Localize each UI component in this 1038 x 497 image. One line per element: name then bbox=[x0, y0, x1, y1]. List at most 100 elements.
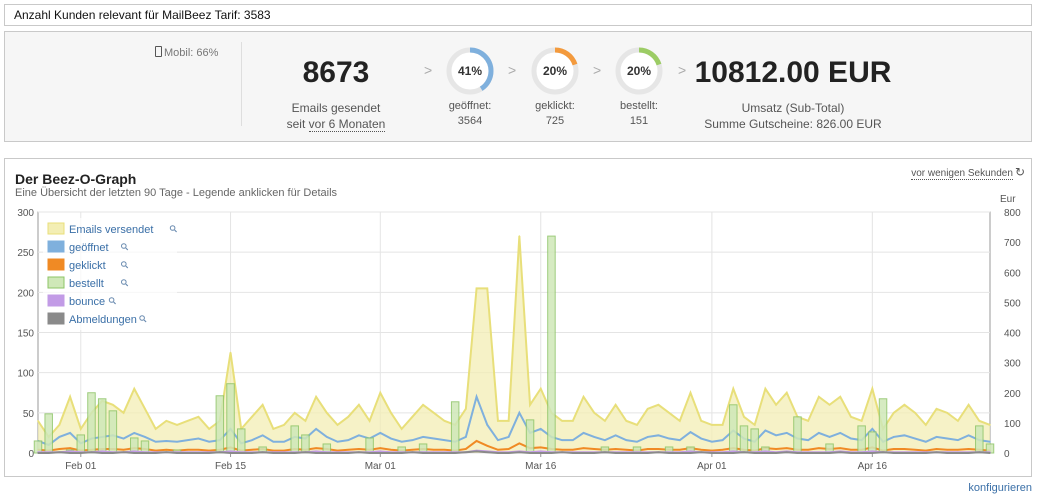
data-point bbox=[732, 452, 735, 454]
data-point bbox=[411, 451, 414, 453]
legend-item[interactable]: Abmeldungen bbox=[69, 314, 137, 326]
configure-link[interactable]: konfigurieren bbox=[968, 482, 1032, 494]
data-point bbox=[721, 448, 724, 451]
data-point bbox=[561, 451, 563, 453]
legend-item[interactable]: bestellt bbox=[69, 278, 104, 290]
legend-item[interactable]: geklickt bbox=[69, 260, 106, 272]
refresh-control[interactable]: vor wenigen Sekunden ↻ bbox=[911, 165, 1025, 180]
bar bbox=[547, 235, 556, 454]
data-point bbox=[475, 395, 478, 398]
data-point bbox=[646, 452, 649, 454]
y-left-tick-label: 100 bbox=[17, 369, 34, 380]
data-point bbox=[432, 412, 435, 414]
data-point bbox=[122, 451, 125, 453]
data-point bbox=[871, 452, 874, 454]
y-right-tick-label: 500 bbox=[1004, 298, 1021, 309]
data-point bbox=[957, 439, 959, 441]
since-link[interactable]: vor 6 Monaten bbox=[308, 117, 386, 132]
legend-item[interactable]: geöffnet bbox=[69, 242, 109, 254]
data-point bbox=[165, 440, 168, 442]
data-point bbox=[379, 432, 382, 434]
data-point bbox=[678, 452, 681, 454]
phone-icon bbox=[155, 46, 162, 57]
x-tick-label: Mar 16 bbox=[525, 461, 557, 472]
data-point bbox=[358, 404, 360, 406]
data-point bbox=[818, 432, 820, 434]
ordered-label: bestellt: 151 bbox=[594, 99, 684, 129]
data-point bbox=[925, 452, 927, 454]
data-point bbox=[561, 439, 563, 441]
bar bbox=[44, 413, 53, 454]
series-line bbox=[37, 236, 991, 439]
revenue-label-line1: Umsatz (Sub-Total) bbox=[741, 101, 845, 115]
data-point bbox=[882, 451, 884, 453]
refresh-label[interactable]: vor wenigen Sekunden bbox=[911, 168, 1013, 180]
y-right-tick-label: 200 bbox=[1004, 389, 1021, 400]
data-point bbox=[807, 452, 809, 454]
data-point bbox=[657, 448, 660, 450]
data-point bbox=[561, 448, 563, 451]
data-point bbox=[326, 436, 328, 438]
data-point bbox=[58, 451, 61, 453]
y-right-tick-label: 400 bbox=[1004, 329, 1021, 340]
data-point bbox=[561, 420, 563, 422]
mobile-share-text: Mobil: 66% bbox=[164, 47, 219, 59]
bar bbox=[76, 434, 86, 454]
refresh-icon[interactable]: ↻ bbox=[1014, 165, 1025, 179]
legend-item[interactable]: bounce bbox=[69, 296, 105, 308]
data-point bbox=[903, 434, 906, 437]
data-point bbox=[646, 436, 649, 438]
data-point bbox=[925, 424, 927, 426]
data-point bbox=[411, 416, 414, 418]
data-point bbox=[775, 404, 777, 406]
data-point bbox=[486, 444, 489, 447]
series-line bbox=[38, 450, 991, 454]
data-point bbox=[839, 447, 842, 449]
y-right-tick-label: 800 bbox=[1004, 208, 1021, 219]
data-point bbox=[764, 429, 767, 432]
data-point bbox=[860, 452, 863, 454]
data-point bbox=[293, 452, 296, 454]
chart-legend: Emails versendet geöffnet geklickt bestellt… bbox=[43, 218, 178, 330]
data-point bbox=[465, 436, 467, 438]
data-point bbox=[700, 420, 702, 422]
data-point bbox=[283, 424, 285, 426]
data-point bbox=[432, 452, 435, 454]
data-point bbox=[818, 447, 820, 449]
bar bbox=[878, 398, 888, 454]
data-point bbox=[336, 424, 339, 426]
data-point bbox=[818, 395, 820, 398]
data-point bbox=[443, 448, 446, 451]
data-point bbox=[315, 428, 317, 430]
data-point bbox=[475, 450, 478, 453]
data-point bbox=[208, 449, 210, 452]
data-point bbox=[539, 446, 542, 449]
data-point bbox=[903, 448, 906, 450]
data-point bbox=[90, 451, 93, 453]
data-point bbox=[572, 439, 574, 441]
data-point bbox=[668, 452, 670, 454]
magnifier-icon bbox=[169, 225, 176, 231]
data-point bbox=[850, 416, 852, 418]
magnifier-icon bbox=[121, 243, 127, 249]
y-left-tick-label: 50 bbox=[23, 409, 35, 420]
data-point bbox=[753, 452, 756, 454]
data-point bbox=[689, 391, 692, 394]
data-point bbox=[475, 287, 478, 290]
data-point bbox=[668, 437, 670, 440]
legend-item[interactable]: Emails versendet bbox=[69, 224, 153, 236]
data-point bbox=[69, 447, 71, 449]
data-point bbox=[379, 447, 382, 449]
data-point bbox=[657, 404, 660, 406]
data-point bbox=[539, 387, 542, 390]
data-point bbox=[700, 437, 702, 440]
data-point bbox=[283, 452, 285, 454]
data-point bbox=[497, 439, 499, 441]
data-point bbox=[604, 439, 606, 441]
data-point bbox=[486, 424, 489, 426]
data-point bbox=[582, 395, 585, 398]
data-point bbox=[379, 452, 382, 454]
data-point bbox=[967, 452, 970, 454]
data-point bbox=[197, 437, 200, 440]
data-point bbox=[432, 437, 435, 440]
